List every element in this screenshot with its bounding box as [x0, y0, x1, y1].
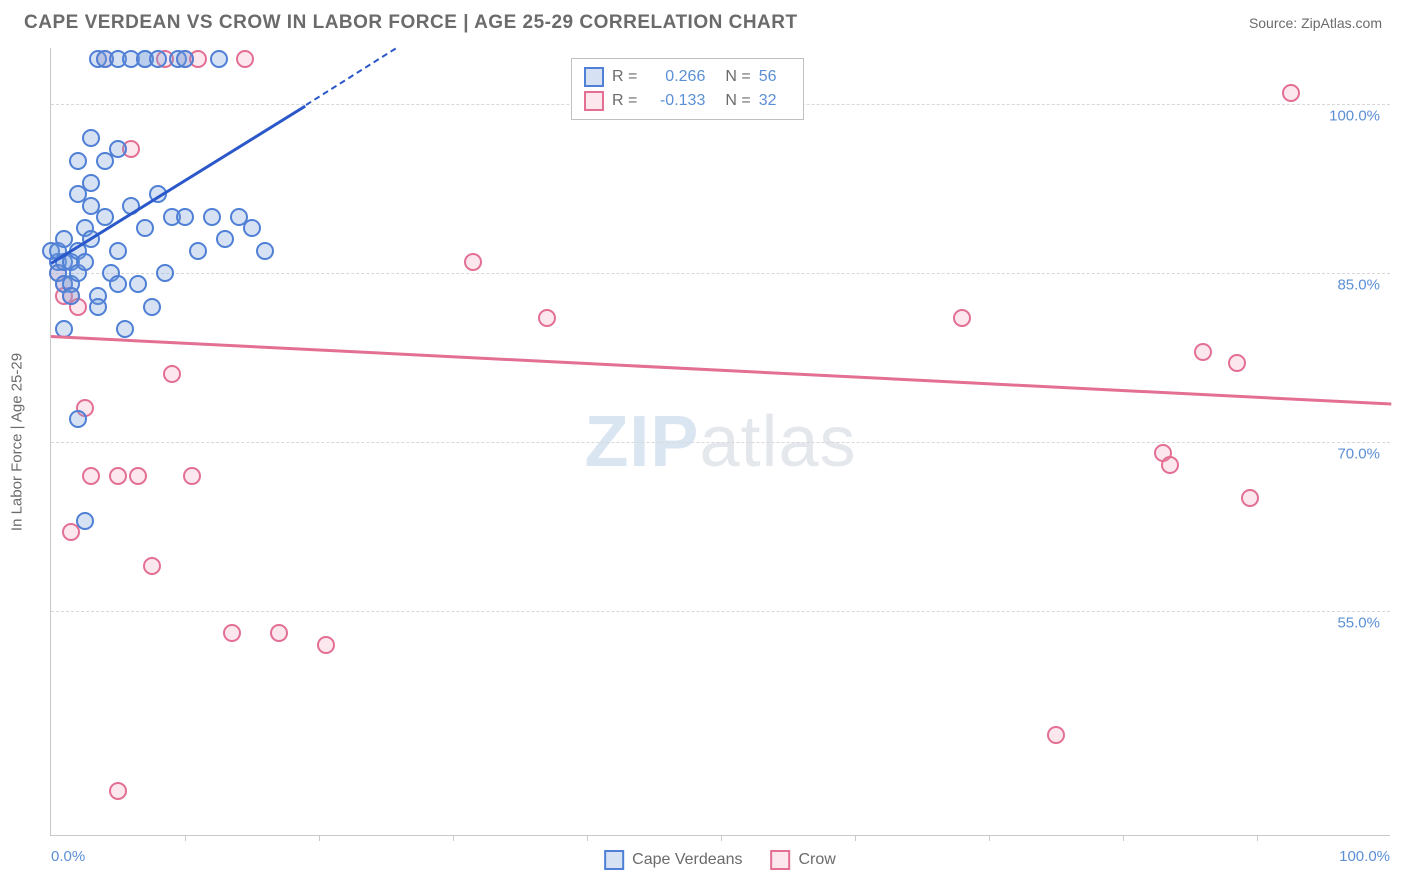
x-tick: [185, 835, 186, 841]
data-point-capeverdean[interactable]: [89, 298, 107, 316]
data-point-crow[interactable]: [183, 467, 201, 485]
data-point-crow[interactable]: [109, 782, 127, 800]
data-point-capeverdean[interactable]: [76, 253, 94, 271]
gridline: [51, 442, 1390, 443]
legend-item-capeverdean[interactable]: Cape Verdeans: [604, 850, 742, 870]
x-tick: [989, 835, 990, 841]
data-point-crow[interactable]: [464, 253, 482, 271]
data-point-capeverdean[interactable]: [76, 512, 94, 530]
x-tick: [453, 835, 454, 841]
legend-label-crow: Crow: [798, 851, 835, 869]
data-point-crow[interactable]: [1241, 489, 1259, 507]
data-point-capeverdean[interactable]: [109, 140, 127, 158]
data-point-capeverdean[interactable]: [69, 410, 87, 428]
data-point-capeverdean[interactable]: [109, 242, 127, 260]
data-point-capeverdean[interactable]: [256, 242, 274, 260]
data-point-capeverdean[interactable]: [143, 298, 161, 316]
legend-series: Cape Verdeans Crow: [604, 850, 836, 870]
y-tick-label: 70.0%: [1337, 446, 1380, 463]
x-axis-label-min: 0.0%: [51, 848, 85, 865]
legend-stats-row-cv: R = 0.266 N = 56: [584, 65, 791, 89]
data-point-capeverdean[interactable]: [62, 287, 80, 305]
legend-stats: R = 0.266 N = 56 R = -0.133 N = 32: [571, 58, 804, 120]
legend-r-label: R =: [612, 92, 637, 110]
data-point-crow[interactable]: [1047, 726, 1065, 744]
data-point-capeverdean[interactable]: [116, 320, 134, 338]
x-tick: [587, 835, 588, 841]
data-point-capeverdean[interactable]: [109, 275, 127, 293]
legend-n-label: N =: [725, 68, 750, 86]
data-point-crow[interactable]: [317, 636, 335, 654]
gridline: [51, 273, 1390, 274]
data-point-capeverdean[interactable]: [82, 129, 100, 147]
y-tick-label: 85.0%: [1337, 277, 1380, 294]
regression-line-crow: [51, 335, 1391, 406]
data-point-capeverdean[interactable]: [216, 230, 234, 248]
y-axis-title: In Labor Force | Age 25-29: [9, 352, 26, 530]
legend-r-value-cv: 0.266: [645, 68, 705, 86]
data-point-crow[interactable]: [270, 624, 288, 642]
legend-r-value-crow: -0.133: [645, 92, 705, 110]
data-point-capeverdean[interactable]: [156, 264, 174, 282]
data-point-capeverdean[interactable]: [136, 219, 154, 237]
plot: ZIPatlas In Labor Force | Age 25-29 0.0%…: [50, 48, 1390, 836]
data-point-crow[interactable]: [953, 309, 971, 327]
data-point-crow[interactable]: [1194, 343, 1212, 361]
data-point-capeverdean[interactable]: [82, 174, 100, 192]
legend-label-cv: Cape Verdeans: [632, 851, 742, 869]
legend-stats-row-crow: R = -0.133 N = 32: [584, 89, 791, 113]
data-point-capeverdean[interactable]: [243, 219, 261, 237]
legend-item-crow[interactable]: Crow: [770, 850, 835, 870]
y-tick-label: 100.0%: [1329, 108, 1380, 125]
gridline: [51, 611, 1390, 612]
x-tick: [855, 835, 856, 841]
chart-title: CAPE VERDEAN VS CROW IN LABOR FORCE | AG…: [24, 12, 798, 34]
swatch-capeverdean: [584, 67, 604, 87]
data-point-crow[interactable]: [1282, 84, 1300, 102]
data-point-capeverdean[interactable]: [176, 208, 194, 226]
x-tick: [721, 835, 722, 841]
data-point-crow[interactable]: [538, 309, 556, 327]
swatch-capeverdean: [604, 850, 624, 870]
data-point-crow[interactable]: [109, 467, 127, 485]
legend-n-value-crow: 32: [759, 92, 791, 110]
data-point-capeverdean[interactable]: [189, 242, 207, 260]
x-tick: [1123, 835, 1124, 841]
data-point-crow[interactable]: [1228, 354, 1246, 372]
data-point-capeverdean[interactable]: [149, 50, 167, 68]
data-point-crow[interactable]: [1161, 456, 1179, 474]
regression-line-capeverdean-ext: [305, 48, 395, 106]
legend-n-value-cv: 56: [759, 68, 791, 86]
x-tick: [1257, 835, 1258, 841]
data-point-crow[interactable]: [223, 624, 241, 642]
legend-r-label: R =: [612, 68, 637, 86]
legend-n-label: N =: [725, 92, 750, 110]
data-point-crow[interactable]: [129, 467, 147, 485]
data-point-capeverdean[interactable]: [129, 275, 147, 293]
swatch-crow: [584, 91, 604, 111]
x-tick: [319, 835, 320, 841]
chart-header: CAPE VERDEAN VS CROW IN LABOR FORCE | AG…: [0, 0, 1406, 42]
chart-source: Source: ZipAtlas.com: [1249, 15, 1382, 31]
data-point-capeverdean[interactable]: [176, 50, 194, 68]
data-point-capeverdean[interactable]: [69, 152, 87, 170]
x-axis-label-max: 100.0%: [1339, 848, 1390, 865]
chart-area: ZIPatlas In Labor Force | Age 25-29 0.0%…: [50, 48, 1390, 836]
data-point-crow[interactable]: [143, 557, 161, 575]
data-point-capeverdean[interactable]: [203, 208, 221, 226]
y-tick-label: 55.0%: [1337, 614, 1380, 631]
data-point-crow[interactable]: [236, 50, 254, 68]
swatch-crow: [770, 850, 790, 870]
data-point-crow[interactable]: [163, 365, 181, 383]
data-point-crow[interactable]: [82, 467, 100, 485]
data-point-capeverdean[interactable]: [210, 50, 228, 68]
